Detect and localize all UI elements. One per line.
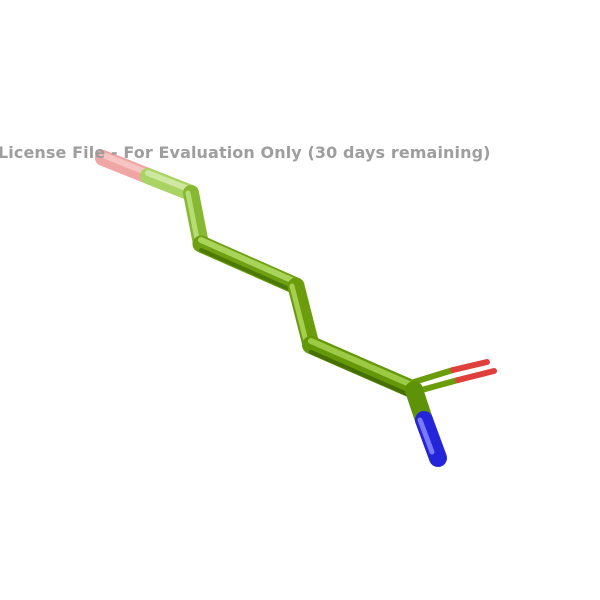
bond-c4-c5 <box>302 336 423 399</box>
bond-c2-c3 <box>192 235 305 295</box>
license-watermark: License File - For Evaluation Only (30 d… <box>0 143 491 162</box>
bond-c1-c2 <box>183 185 209 252</box>
bond-c3-c4 <box>287 277 320 354</box>
bond-o1-c1 <box>95 150 199 201</box>
bond-c5-n <box>405 381 447 467</box>
bond-c5-o2-double <box>411 359 497 394</box>
